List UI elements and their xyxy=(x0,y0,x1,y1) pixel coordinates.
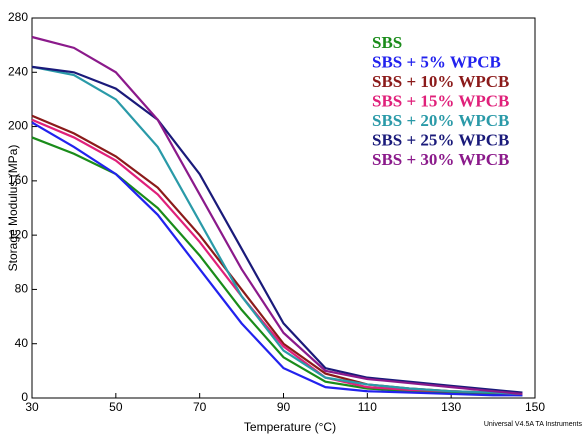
y-tick-label: 80 xyxy=(15,282,29,296)
legend-entry: SBS + 5% WPCB xyxy=(372,52,501,71)
series-line xyxy=(31,65,523,394)
x-axis-label: Temperature (°C) xyxy=(244,420,336,434)
x-tick-label: 90 xyxy=(277,400,291,414)
x-tick-label: 50 xyxy=(109,400,123,414)
legend-entry: SBS + 20% WPCB xyxy=(372,111,509,130)
y-tick-label: 120 xyxy=(8,227,28,241)
x-tick-label: 150 xyxy=(525,400,545,414)
x-tick-label: 110 xyxy=(358,400,377,414)
y-tick-label: 40 xyxy=(15,336,29,350)
y-tick-label: 200 xyxy=(8,119,28,133)
legend-entry: SBS + 10% WPCB xyxy=(372,72,509,91)
series-line xyxy=(31,65,523,396)
y-tick-label: 280 xyxy=(8,10,28,24)
series-line xyxy=(31,35,523,396)
legend-entry: SBS + 30% WPCB xyxy=(372,150,509,169)
x-tick-label: 70 xyxy=(193,400,207,414)
legend-entry: SBS + 25% WPCB xyxy=(372,130,509,149)
legend-entry: SBS + 15% WPCB xyxy=(372,91,509,110)
series-line xyxy=(31,121,523,397)
x-tick-label: 130 xyxy=(441,400,461,414)
footer: Universal V4.5A TA Instruments xyxy=(484,421,583,428)
legend-entry: SBS xyxy=(372,33,402,52)
series-line xyxy=(31,136,523,397)
y-tick-label: 240 xyxy=(8,64,28,78)
x-tick-label: 30 xyxy=(25,400,39,414)
y-tick-label: 0 xyxy=(21,390,28,404)
y-axis-label: Storage Modulus (MPa) xyxy=(6,145,20,272)
y-tick-label: 160 xyxy=(8,173,28,187)
